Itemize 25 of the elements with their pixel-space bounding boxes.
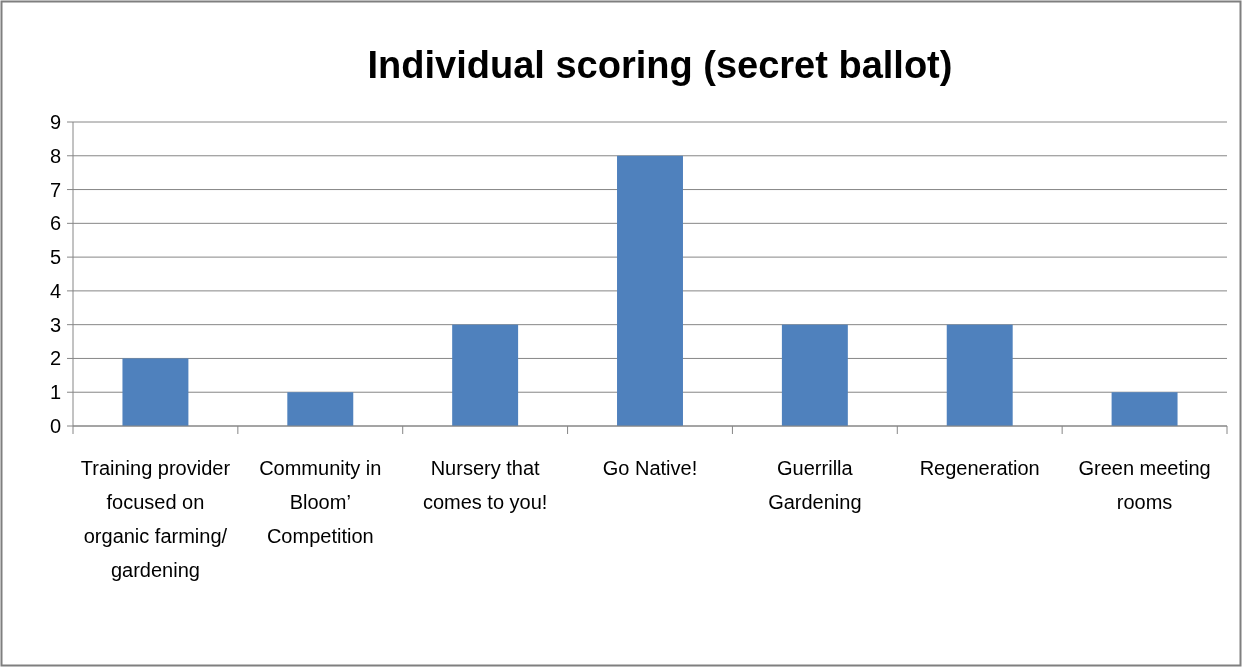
y-tick-label: 9 xyxy=(49,111,61,133)
bar xyxy=(617,155,683,426)
y-tick-label: 3 xyxy=(49,313,61,336)
y-tick-label: 0 xyxy=(49,415,61,437)
y-tick-label: 5 xyxy=(49,246,61,269)
x-tick-label: Nursery that comes to you! xyxy=(422,457,548,513)
x-tick-label: Community in Bloom’ Competition xyxy=(259,457,382,547)
bar xyxy=(452,324,519,426)
x-tick-label: Regeneration xyxy=(919,457,1040,479)
y-tick-label: 6 xyxy=(49,212,61,235)
y-tick-label: 8 xyxy=(49,144,61,167)
bar xyxy=(122,358,189,426)
x-tick-label: Guerrilla Gardening xyxy=(768,457,862,513)
bar xyxy=(946,324,1013,426)
bar xyxy=(287,392,354,426)
x-tick-label: Green meeting rooms xyxy=(1078,457,1211,513)
y-tick-label: 4 xyxy=(49,279,61,302)
y-tick-label: 7 xyxy=(49,178,61,201)
bar xyxy=(781,324,848,426)
x-tick-label: Go Native! xyxy=(602,457,698,479)
bar xyxy=(1111,392,1178,426)
chart-title: Individual scoring (secret ballot) xyxy=(367,44,953,86)
x-tick-label: Training provider focused on organic farming/gardening xyxy=(80,457,231,581)
y-tick-label: 2 xyxy=(49,347,61,370)
y-tick-label: 1 xyxy=(49,381,61,404)
